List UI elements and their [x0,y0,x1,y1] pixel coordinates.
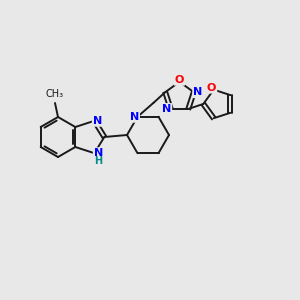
Text: H: H [94,156,102,166]
Text: O: O [207,83,216,93]
Text: N: N [130,112,139,122]
Text: O: O [175,75,184,85]
Text: N: N [94,148,103,158]
Text: N: N [162,104,171,114]
Text: CH₃: CH₃ [46,89,64,99]
Text: N: N [193,87,203,97]
Text: N: N [93,116,102,126]
